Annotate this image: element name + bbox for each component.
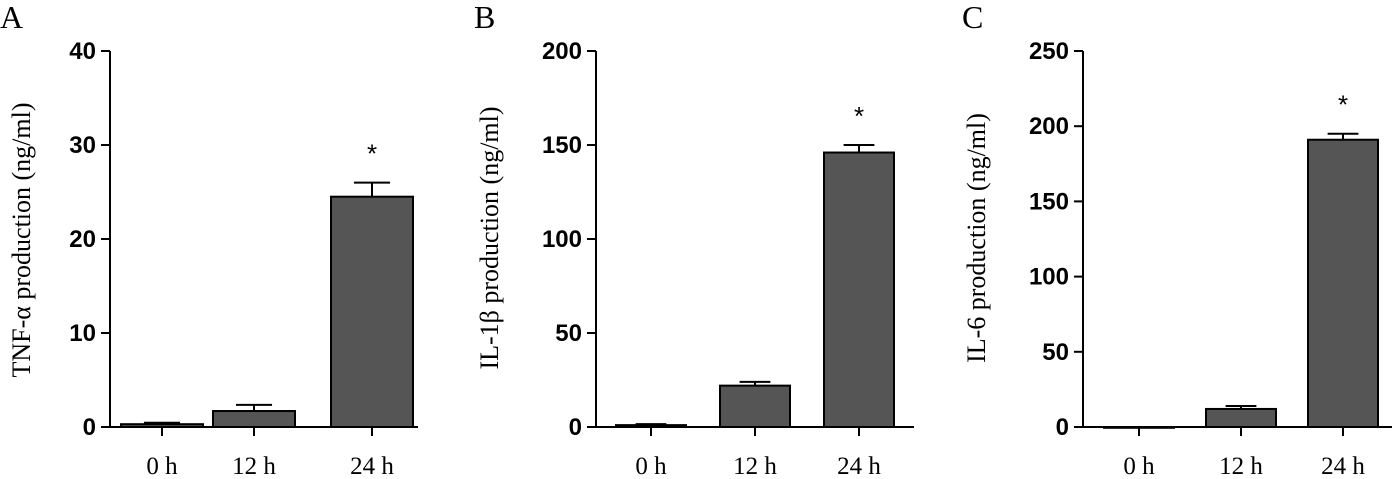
y-tick-label: 50	[1042, 339, 1069, 366]
bar	[120, 423, 204, 428]
x-tick-label: 24 h	[837, 453, 881, 479]
plot-area: 0 10 20 30 40 0 h 12 h 24 h *	[69, 38, 418, 479]
bar	[615, 424, 687, 428]
y-axis-label: IL-6 production (ng/ml)	[962, 113, 991, 363]
y-tick-label: 200	[1029, 113, 1069, 140]
y-tick-label: 0	[569, 414, 582, 441]
x-tick-label: 24 h	[350, 453, 394, 479]
panel-b: B IL-1β production (ng/ml) 0501001502000…	[474, 0, 914, 479]
y-tick-label: 200	[542, 38, 582, 65]
bar	[719, 384, 791, 429]
y-axis-label: TNF-α production (ng/ml)	[7, 102, 36, 377]
panel-a: A TNF-α production (ng/ml) 0 10 20 30 40 0 h 1…	[0, 0, 418, 479]
x-tick-label: 0 h	[635, 453, 667, 479]
y-tick-label: 100	[1029, 264, 1069, 291]
x-tick-label: 0 h	[146, 453, 178, 479]
y-tick-label: 250	[1029, 38, 1069, 65]
panel-letter: A	[0, 0, 23, 35]
panel-c: C IL-6 production (ng/ml) 0 50 100 150 200 25…	[962, 0, 1392, 479]
x-tick-label: 24 h	[1321, 453, 1365, 479]
y-tick-label: 100	[542, 226, 582, 253]
plot-area: 0 50 100 150 200 250 0 h 12 h 24 h *	[1029, 38, 1392, 479]
y-tick-label: 150	[542, 132, 582, 159]
y-tick-label: 20	[69, 226, 96, 253]
x-tick-label: 12 h	[733, 453, 777, 479]
bar	[212, 410, 296, 428]
bar	[823, 151, 895, 429]
y-tick-label: 150	[1029, 188, 1069, 215]
y-axis-label: IL-1β production (ng/ml)	[475, 106, 504, 369]
x-tick-label: 0 h	[1123, 453, 1155, 479]
panel-letter: B	[474, 0, 495, 35]
y-tick-label: 40	[69, 38, 96, 65]
x-tick-label: 12 h	[1219, 453, 1263, 479]
y-tick-label: 0	[83, 414, 96, 441]
y-tick-label: 0	[1056, 414, 1069, 441]
y-tick-label: 50	[555, 320, 582, 347]
panel-letter: C	[962, 0, 983, 35]
y-tick-label: 30	[69, 132, 96, 159]
significance-marker: *	[854, 101, 864, 131]
significance-marker: *	[367, 139, 377, 169]
x-tick-label: 12 h	[232, 453, 276, 479]
significance-marker: *	[1338, 90, 1348, 120]
y-tick-label: 10	[69, 320, 96, 347]
bar	[330, 195, 414, 428]
bar	[1205, 407, 1277, 428]
plot-area: 0 50 100 150 200 0 h 12 h 24 h *	[542, 38, 914, 479]
bar	[1307, 138, 1379, 428]
